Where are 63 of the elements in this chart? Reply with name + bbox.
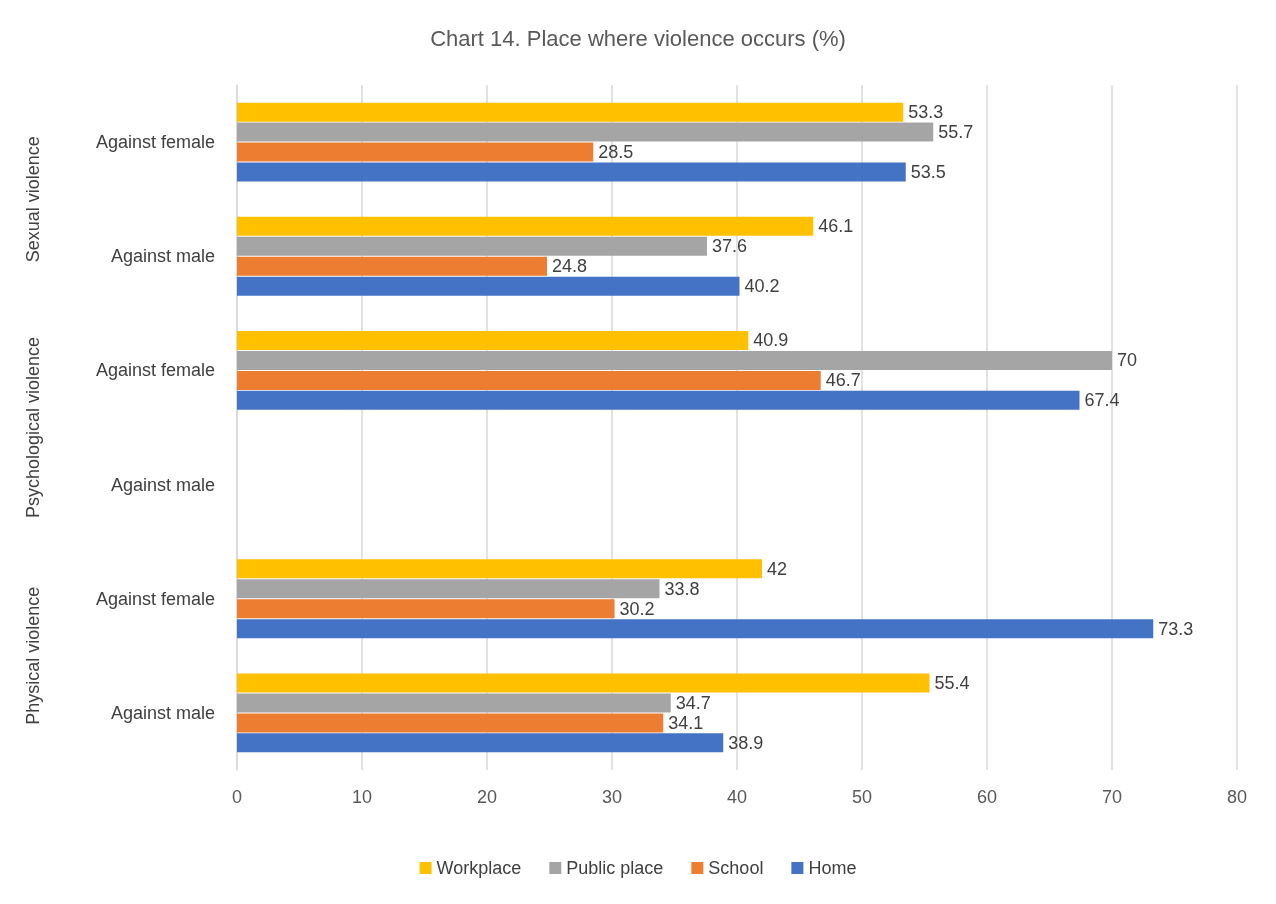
data-label: 40.2 bbox=[744, 276, 780, 297]
bar bbox=[237, 673, 930, 693]
data-label: 38.9 bbox=[728, 732, 764, 753]
data-label: 40.9 bbox=[753, 330, 789, 351]
y-tick-label: Against female bbox=[95, 360, 215, 381]
data-label: 24.8 bbox=[552, 256, 588, 277]
x-tick-label: 80 bbox=[1226, 787, 1248, 807]
bar bbox=[237, 256, 547, 276]
y-tick-label: Against female bbox=[95, 588, 215, 609]
data-label: 34.1 bbox=[668, 712, 704, 733]
x-tick-label: 30 bbox=[601, 787, 623, 807]
bar bbox=[237, 579, 660, 599]
bar bbox=[237, 162, 906, 182]
data-label: 34.7 bbox=[675, 692, 711, 713]
bar bbox=[237, 276, 740, 296]
y-tick-label: Against male bbox=[110, 702, 215, 723]
x-tick-label: 20 bbox=[476, 787, 498, 807]
bar bbox=[237, 693, 671, 713]
data-label: 28.5 bbox=[598, 142, 634, 163]
x-tick-label: 10 bbox=[351, 787, 373, 807]
x-tick-label: 70 bbox=[1101, 787, 1123, 807]
text: Physical violence bbox=[23, 586, 43, 725]
legend-label: School bbox=[708, 858, 764, 878]
bar bbox=[237, 713, 664, 733]
legend-label: Home bbox=[808, 858, 857, 878]
data-label: 70 bbox=[1117, 350, 1138, 371]
bar bbox=[237, 122, 934, 142]
data-label: 46.7 bbox=[825, 370, 861, 391]
data-label: 37.6 bbox=[712, 236, 748, 257]
bar bbox=[237, 142, 594, 162]
x-tick-label: 50 bbox=[851, 787, 873, 807]
data-label: 55.4 bbox=[934, 672, 970, 693]
bar bbox=[237, 330, 749, 350]
data-label: 42 bbox=[767, 558, 788, 579]
data-label: 55.7 bbox=[938, 122, 974, 143]
text: Sexual violence bbox=[23, 136, 43, 263]
bar bbox=[237, 559, 762, 579]
text: Psychological violence bbox=[23, 336, 43, 519]
bar bbox=[237, 599, 615, 619]
bar bbox=[237, 236, 707, 256]
legend-label: Workplace bbox=[436, 858, 522, 878]
data-label: 33.8 bbox=[664, 578, 700, 599]
data-label: 53.5 bbox=[910, 162, 946, 183]
bar bbox=[237, 102, 904, 122]
y-tick-label: Against female bbox=[95, 132, 215, 153]
data-label: 73.3 bbox=[1158, 618, 1194, 639]
bar bbox=[237, 733, 724, 753]
x-tick-label: 60 bbox=[976, 787, 998, 807]
legend-label: Public place bbox=[566, 858, 664, 878]
data-label: 46.1 bbox=[818, 216, 854, 237]
y-tick-label: Against male bbox=[110, 246, 215, 267]
x-tick-label: 40 bbox=[726, 787, 748, 807]
y-tick-label: Against male bbox=[110, 474, 215, 495]
data-label: 67.4 bbox=[1084, 390, 1120, 411]
data-label: 30.2 bbox=[619, 598, 655, 619]
bar bbox=[237, 216, 814, 236]
data-label: 53.3 bbox=[908, 102, 944, 123]
bar bbox=[237, 370, 821, 390]
bar bbox=[237, 619, 1154, 639]
x-tick-label: 0 bbox=[231, 787, 243, 807]
bar bbox=[237, 350, 1112, 370]
bar bbox=[237, 390, 1080, 410]
chart-title: Chart 14. Place where violence occurs (%) bbox=[430, 25, 846, 51]
